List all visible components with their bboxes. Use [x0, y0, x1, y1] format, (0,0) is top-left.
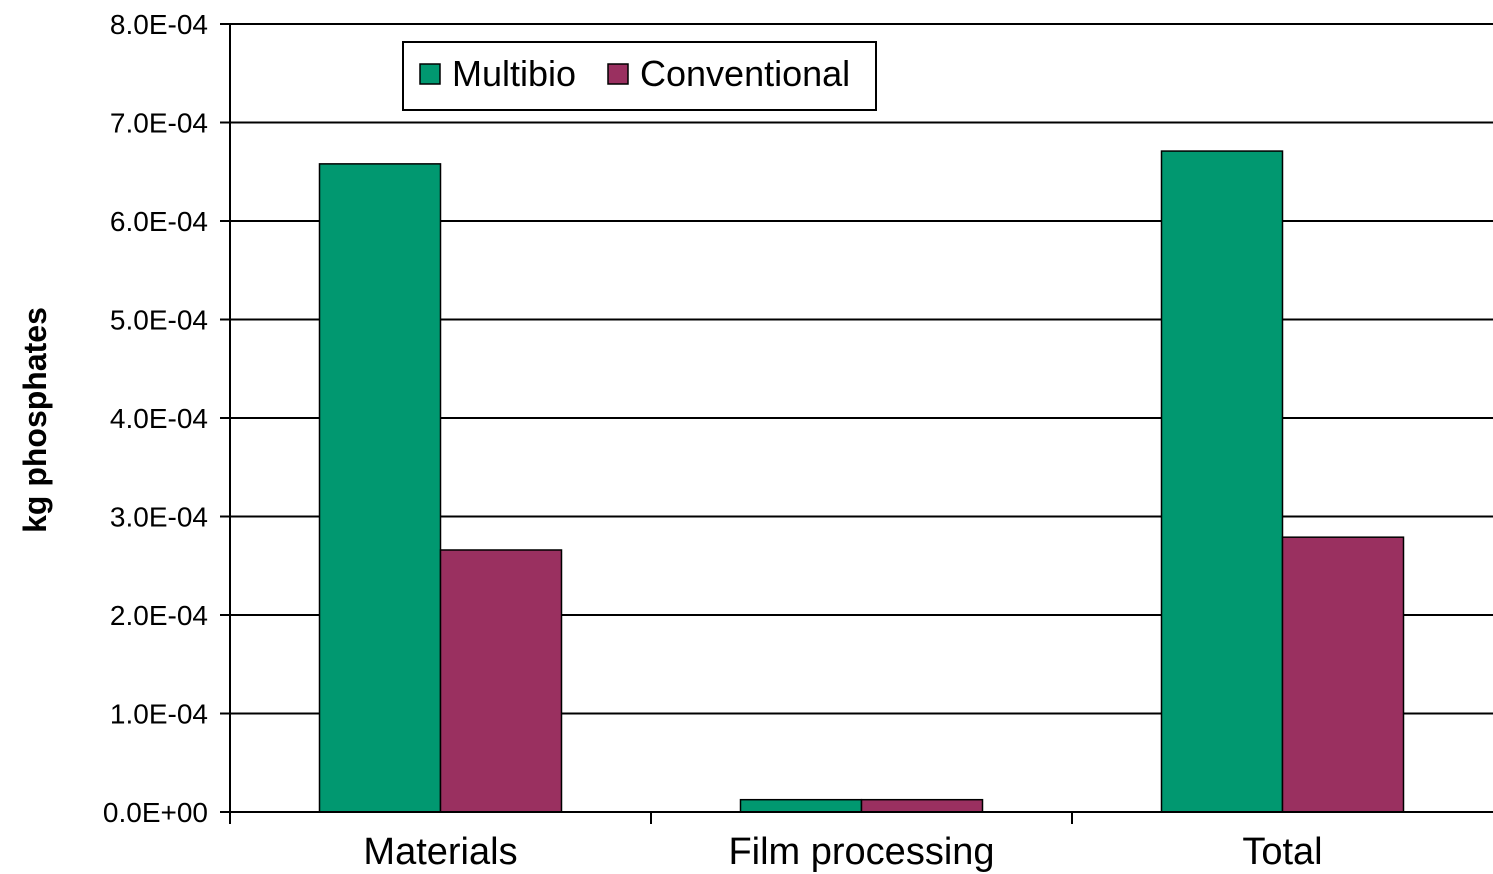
bar-conventional-total	[1281, 536, 1405, 813]
axes	[220, 23, 1493, 824]
y-axis-title: kg phosphates	[17, 307, 53, 533]
x-tick-label: Film processing	[728, 831, 994, 873]
legend-label-multibio: Multibio	[452, 53, 576, 94]
bar-multibio-materials	[318, 163, 442, 813]
bars	[318, 150, 1405, 813]
x-tick-label: Total	[1242, 831, 1322, 873]
legend-box	[402, 41, 877, 111]
legend-swatch-multibio	[419, 63, 441, 85]
bar-conventional-materials	[439, 549, 563, 813]
y-tick-label: 1.0E-04	[110, 699, 208, 730]
y-tick-labels: 0.0E+00 1.0E-04 2.0E-04 3.0E-04 4.0E-04 5.0E-…	[103, 9, 208, 828]
legend-swatch-conventional	[607, 63, 629, 85]
y-tick-label: 7.0E-04	[110, 108, 208, 139]
bar-multibio-film-processing	[739, 798, 863, 813]
x-tick-labels: Materials Film processing Total	[363, 831, 1322, 873]
y-tick-label: 6.0E-04	[110, 206, 208, 237]
y-tick-label: 8.0E-04	[110, 9, 208, 40]
y-tick-label: 3.0E-04	[110, 502, 208, 533]
x-tick-label: Materials	[363, 831, 517, 873]
legend: Multibio Conventional	[402, 41, 877, 111]
y-tick-label: 5.0E-04	[110, 305, 208, 336]
legend-items: Multibio Conventional	[419, 53, 850, 94]
bar-conventional-film-processing	[860, 798, 984, 813]
y-tick-label: 4.0E-04	[110, 403, 208, 434]
y-tick-label: 0.0E+00	[103, 797, 208, 828]
bar-multibio-total	[1160, 150, 1284, 813]
legend-label-conventional: Conventional	[640, 53, 850, 94]
y-tick-label: 2.0E-04	[110, 600, 208, 631]
